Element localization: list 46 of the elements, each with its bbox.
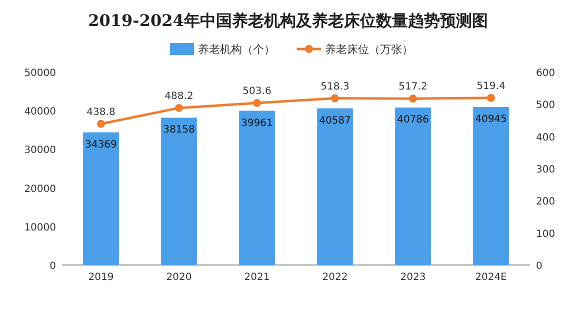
y-tick-label: 0: [50, 261, 56, 272]
chart-title: 2019-2024年中国养老机构及养老床位数量趋势预测图: [88, 11, 488, 30]
point: [331, 94, 339, 102]
y-tick-label: 50000: [24, 68, 56, 79]
y2-tick-label: 200: [536, 196, 556, 208]
point: [175, 104, 183, 112]
data-label: 438.8: [86, 106, 116, 118]
y-tick-label: 30000: [24, 145, 56, 156]
y-tick-label: 20000: [24, 184, 56, 195]
y-tick-label: 40000: [24, 106, 56, 118]
point: [253, 99, 261, 108]
data-label: 488.2: [164, 90, 194, 102]
data-label: 503.6: [242, 86, 272, 98]
y2-tick-label: 300: [536, 164, 556, 176]
legend-label: 养老机构（个）: [198, 43, 275, 56]
y2-tick-label: 500: [536, 100, 556, 112]
y2-tick-label: 100: [536, 228, 556, 240]
bar: [83, 132, 119, 265]
y2-tick-label: 0: [536, 261, 542, 272]
legend-label: 养老床位（万张）: [325, 43, 413, 56]
bar: [161, 118, 197, 265]
bar: [473, 106, 509, 265]
point: [97, 120, 105, 128]
y2-tick-label: 600: [536, 68, 556, 79]
data-label: 34369: [85, 139, 117, 150]
x-tick-label: 2020: [166, 272, 192, 283]
bar: [317, 108, 353, 265]
data-label: 519.4: [476, 80, 506, 92]
data-label: 517.2: [398, 82, 428, 93]
point: [487, 94, 495, 102]
x-tick-label: 2019: [88, 272, 114, 283]
x-tick-label: 2023: [400, 272, 426, 283]
x-tick-label: 2021: [244, 272, 270, 283]
data-label: 40945: [475, 114, 507, 125]
x-tick-label: 2022: [322, 272, 348, 283]
data-label: 40786: [397, 114, 429, 126]
data-label: 38158: [163, 124, 195, 136]
bar: [395, 108, 431, 265]
point: [409, 94, 417, 103]
x-tick-label: 2024E: [475, 272, 507, 283]
bar: [239, 110, 275, 265]
y-tick-label: 10000: [24, 222, 56, 234]
data-label: 39961: [241, 118, 273, 129]
data-label: 518.3: [320, 81, 350, 92]
y2-tick-label: 400: [536, 132, 556, 144]
data-label: 40587: [319, 115, 351, 126]
